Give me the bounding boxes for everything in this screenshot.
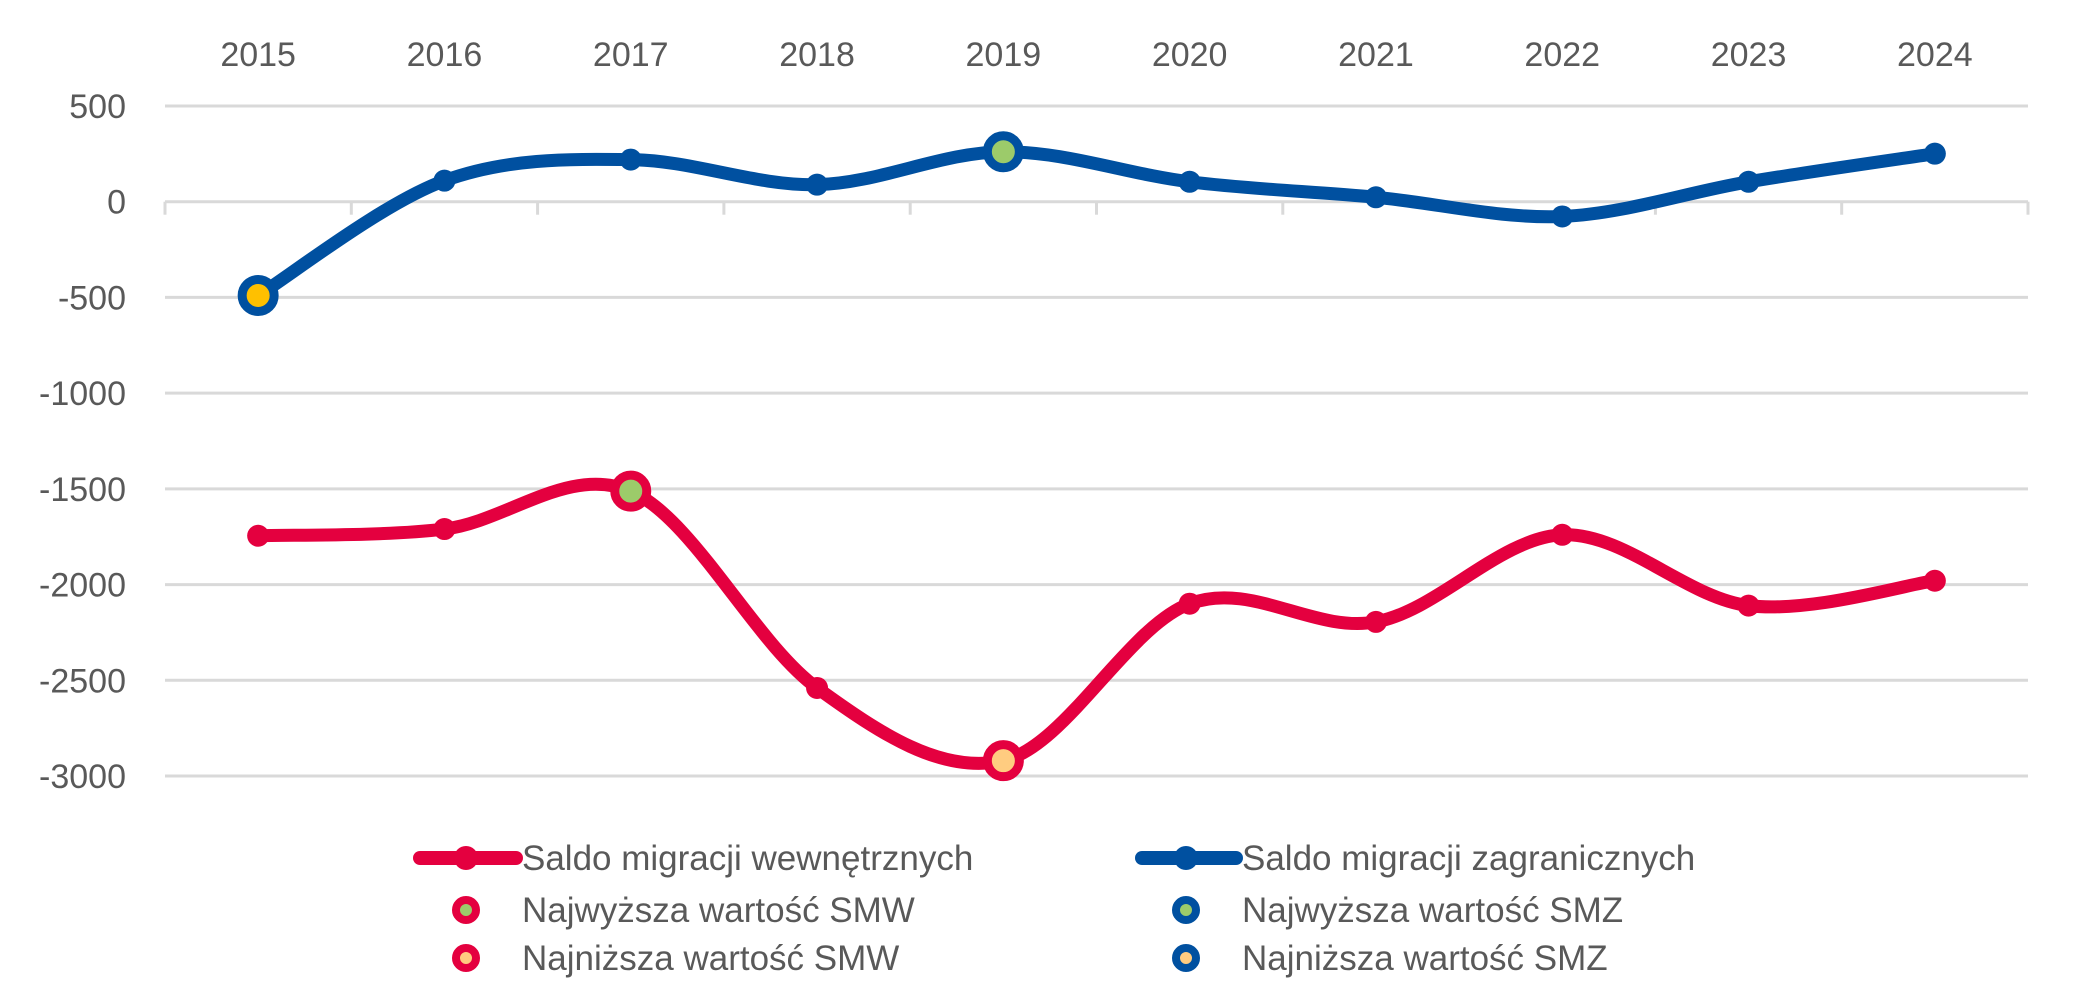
data-point-smz[interactable] bbox=[619, 148, 642, 171]
x-tick-label: 2016 bbox=[407, 36, 483, 74]
y-axis-tick-labels: 500 0 -500 -1000 -1500 -2000 -2500 -3000 bbox=[39, 88, 126, 796]
x-tick-label: 2024 bbox=[1897, 36, 1973, 74]
legend-item-smw-max[interactable]: Najwyższa wartość SMW bbox=[452, 891, 915, 930]
x-tick-label: 2023 bbox=[1711, 36, 1787, 74]
data-point-smw[interactable] bbox=[433, 518, 456, 541]
y-tick-label: -3000 bbox=[39, 758, 126, 796]
x-tick-label: 2021 bbox=[1338, 36, 1414, 74]
series-lines bbox=[251, 145, 1942, 770]
y-tick-label: -500 bbox=[58, 279, 126, 317]
gridlines bbox=[163, 104, 2030, 778]
legend-item-smw-min[interactable]: Najniższa wartość SMW bbox=[452, 939, 899, 978]
x-tick-label: 2019 bbox=[966, 36, 1042, 74]
x-tick-label: 2018 bbox=[779, 36, 855, 74]
highlight-point-smz-max[interactable] bbox=[982, 131, 1024, 173]
legend: Saldo migracji wewnętrznych Saldo migrac… bbox=[413, 839, 1695, 978]
series-line-smw bbox=[251, 477, 1942, 770]
legend-marker-smw-min bbox=[452, 944, 480, 972]
data-point-smz[interactable] bbox=[1364, 186, 1387, 209]
y-tick-label: 500 bbox=[69, 88, 126, 126]
x-tick-label: 2020 bbox=[1152, 36, 1228, 74]
data-point-smz[interactable] bbox=[433, 169, 456, 192]
x-tick-label: 2022 bbox=[1524, 36, 1600, 74]
legend-marker-swatch-smz bbox=[1174, 846, 1198, 870]
legend-marker-smz-max bbox=[1172, 896, 1200, 924]
data-point-smw[interactable] bbox=[1737, 594, 1760, 617]
data-point-smw[interactable] bbox=[247, 524, 270, 547]
series-line-smz bbox=[251, 145, 1942, 303]
data-point-smw[interactable] bbox=[1923, 569, 1946, 592]
x-axis-tick-labels: 2015 2016 2017 2018 2019 2020 2021 2022 2023 2024 bbox=[220, 36, 1972, 74]
x-tick-label: 2017 bbox=[593, 36, 669, 74]
legend-marker-swatch-smw bbox=[454, 846, 478, 870]
y-tick-label: -2500 bbox=[39, 662, 126, 700]
x-tick-label: 2015 bbox=[220, 36, 296, 74]
y-tick-label: -1500 bbox=[39, 471, 126, 509]
legend-marker-smw-max bbox=[452, 896, 480, 924]
y-tick-label: -2000 bbox=[39, 567, 126, 605]
legend-item-smz-min[interactable]: Najniższa wartość SMZ bbox=[1172, 939, 1608, 978]
legend-label-smw-max: Najwyższa wartość SMW bbox=[522, 891, 915, 930]
highlight-point-smw-min[interactable] bbox=[982, 740, 1024, 782]
data-points bbox=[237, 131, 1946, 782]
data-point-smw[interactable] bbox=[806, 676, 829, 699]
legend-item-smz-line[interactable]: Saldo migracji zagranicznych bbox=[1135, 839, 1695, 878]
legend-marker-smz-min bbox=[1172, 944, 1200, 972]
highlight-point-smw-max[interactable] bbox=[610, 470, 652, 512]
y-tick-label: -1000 bbox=[39, 375, 126, 413]
data-point-smw[interactable] bbox=[1178, 592, 1201, 615]
data-point-smz[interactable] bbox=[1178, 170, 1201, 193]
data-point-smz[interactable] bbox=[1923, 142, 1946, 165]
legend-label-smw: Saldo migracji wewnętrznych bbox=[522, 839, 973, 878]
data-point-smz[interactable] bbox=[1551, 205, 1574, 228]
data-point-smz[interactable] bbox=[806, 173, 829, 196]
highlight-point-smz-min[interactable] bbox=[237, 275, 279, 317]
legend-label-smz: Saldo migracji zagranicznych bbox=[1242, 839, 1695, 878]
legend-label-smz-min: Najniższa wartość SMZ bbox=[1242, 939, 1608, 978]
y-tick-label: 0 bbox=[107, 184, 126, 222]
legend-item-smw-line[interactable]: Saldo migracji wewnętrznych bbox=[413, 839, 973, 878]
data-point-smw[interactable] bbox=[1551, 523, 1574, 546]
legend-label-smw-min: Najniższa wartość SMW bbox=[522, 939, 899, 978]
legend-label-smz-max: Najwyższa wartość SMZ bbox=[1242, 891, 1623, 930]
data-point-smw[interactable] bbox=[1364, 610, 1387, 633]
legend-item-smz-max[interactable]: Najwyższa wartość SMZ bbox=[1172, 891, 1623, 930]
data-point-smz[interactable] bbox=[1737, 170, 1760, 193]
